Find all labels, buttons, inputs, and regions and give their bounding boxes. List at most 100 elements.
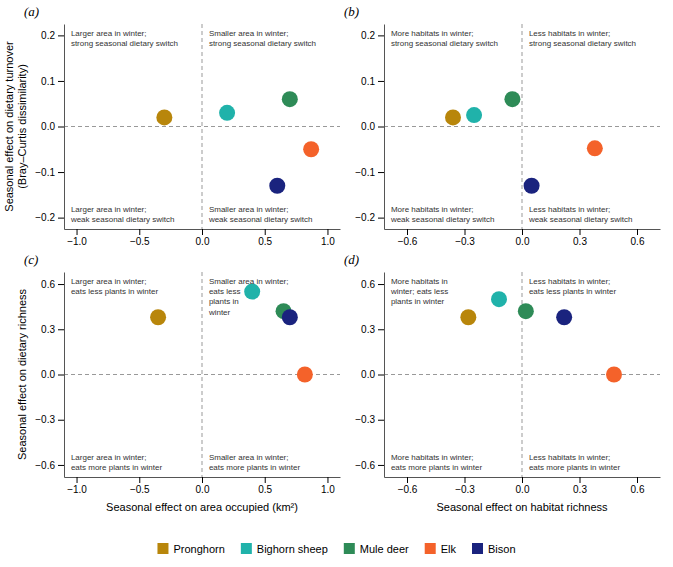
zero-line (522, 24, 523, 229)
tick: 0.6 (631, 477, 645, 495)
tick-label: −0.5 (130, 484, 150, 495)
point (445, 109, 461, 125)
tick-label: 0.6 (361, 279, 375, 290)
point (282, 309, 298, 325)
quadrant-label: More habitats in winter;eats more plants… (391, 453, 482, 472)
tick-label: −0.3 (455, 236, 475, 247)
tick-label: 0.1 (361, 76, 375, 87)
y-axis-label: Seasonal effect on dietary turnover(Bray… (3, 41, 28, 212)
tick: −0.6 (35, 460, 64, 471)
tick-mark (378, 218, 384, 219)
point (466, 107, 482, 123)
tick-label: 0.3 (573, 236, 587, 247)
tick: −0.1 (355, 167, 384, 178)
tick: 0.2 (41, 30, 64, 41)
tick: 0.3 (573, 229, 587, 247)
tick-mark (522, 477, 523, 483)
tick-mark (407, 229, 408, 235)
tick: 0.3 (573, 477, 587, 495)
panel: −0.6−0.30.00.30.6−0.2−0.10.00.10.2More h… (344, 4, 661, 247)
points (445, 91, 603, 194)
tick-mark (378, 172, 384, 173)
tick-label: 0.3 (361, 324, 375, 335)
tick-mark (327, 229, 328, 235)
tick: −0.6 (355, 460, 384, 471)
quadrant-label: Larger area in winter;weak seasonal diet… (70, 205, 175, 224)
point (460, 309, 476, 325)
tick-label: 1.0 (321, 484, 335, 495)
tick: 0.1 (361, 76, 384, 87)
point (606, 367, 622, 383)
tick-mark (139, 229, 140, 235)
panel: −1.0−0.50.00.51.0−0.6−0.30.00.30.6Larger… (16, 252, 341, 513)
y-axis: −0.6 −0.3 0.0 0.3 0.6 (35, 273, 64, 478)
tick-label: −1.0 (67, 236, 87, 247)
tick: −0.1 (35, 167, 64, 178)
tick-mark (465, 229, 466, 235)
tick: 0.3 (361, 324, 384, 335)
tick-label: −0.5 (130, 236, 150, 247)
tick-mark (58, 465, 64, 466)
tick-label: −0.2 (355, 212, 375, 223)
tick: −0.3 (35, 414, 64, 425)
tick-label: 0.2 (361, 30, 375, 41)
tick-label: 0.0 (516, 236, 530, 247)
tick: −1.0 (67, 477, 87, 495)
legend-item: Pronghorn (157, 543, 224, 555)
tick-mark (58, 420, 64, 421)
panel-label: (c) (24, 252, 38, 267)
legend: PronghornBighorn sheepMule deerElkBison (157, 543, 515, 555)
tick-mark (378, 127, 384, 128)
point (156, 109, 172, 125)
tick-label: −0.3 (35, 414, 55, 425)
x-axis-label: Seasonal effect on habitat richness (436, 501, 608, 513)
panel: −1.0−0.50.00.51.0−0.2−0.10.00.10.2Larger… (3, 4, 341, 247)
tick-label: −0.6 (398, 236, 418, 247)
legend-label: Pronghorn (173, 543, 224, 555)
axis-line (64, 25, 65, 230)
tick: 0.2 (361, 30, 384, 41)
tick-label: 0.3 (41, 324, 55, 335)
legend-label: Bighorn sheep (257, 543, 328, 555)
quadrant-label: More habitats in winter;weak seasonal di… (390, 205, 495, 224)
tick-mark (265, 477, 266, 483)
tick-label: −0.6 (355, 460, 375, 471)
tick-mark (58, 218, 64, 219)
y-axis-label: Seasonal effect on dietary richness (16, 288, 28, 460)
tick-mark (378, 35, 384, 36)
tick-mark (637, 229, 638, 235)
quadrant-label: Less habitats in winter;eats less plants… (529, 277, 616, 296)
x-axis: −1.0−0.50.00.51.0 (65, 229, 341, 247)
tick-mark (58, 284, 64, 285)
quadrant-label: More habitats inwinter; eats lessplants … (390, 277, 448, 307)
tick-label: −0.3 (455, 484, 475, 495)
tick-mark (378, 420, 384, 421)
tick-mark (580, 477, 581, 483)
legend-label: Elk (441, 543, 457, 555)
tick: 0.6 (41, 279, 64, 290)
tick-label: 0.0 (196, 484, 210, 495)
legend-label: Mule deer (360, 543, 409, 555)
tick: −0.3 (455, 229, 475, 247)
tick: 1.0 (321, 477, 335, 495)
tick-label: 0.0 (361, 121, 375, 132)
tick-mark (407, 477, 408, 483)
x-axis: −1.0−0.50.00.51.0 (65, 477, 341, 495)
tick: 0.0 (361, 369, 384, 380)
zero-line (202, 24, 203, 229)
points (460, 291, 622, 382)
point (297, 367, 313, 383)
panel-label: (d) (344, 252, 359, 267)
legend-swatch (241, 543, 252, 554)
tick-mark (522, 229, 523, 235)
tick-label: 0.0 (41, 369, 55, 380)
tick: −0.2 (35, 212, 64, 223)
tick-mark (465, 477, 466, 483)
chart: −1.0−0.50.00.51.0−0.2−0.10.00.10.2Larger… (0, 0, 673, 567)
quadrant-label: Larger area in winter;eats less plants i… (71, 277, 158, 296)
point (491, 291, 507, 307)
tick: −0.5 (130, 229, 150, 247)
tick-mark (378, 329, 384, 330)
tick-label: −0.1 (355, 167, 375, 178)
panel: −0.6−0.30.00.30.6−0.6−0.30.00.30.6More h… (344, 252, 661, 513)
